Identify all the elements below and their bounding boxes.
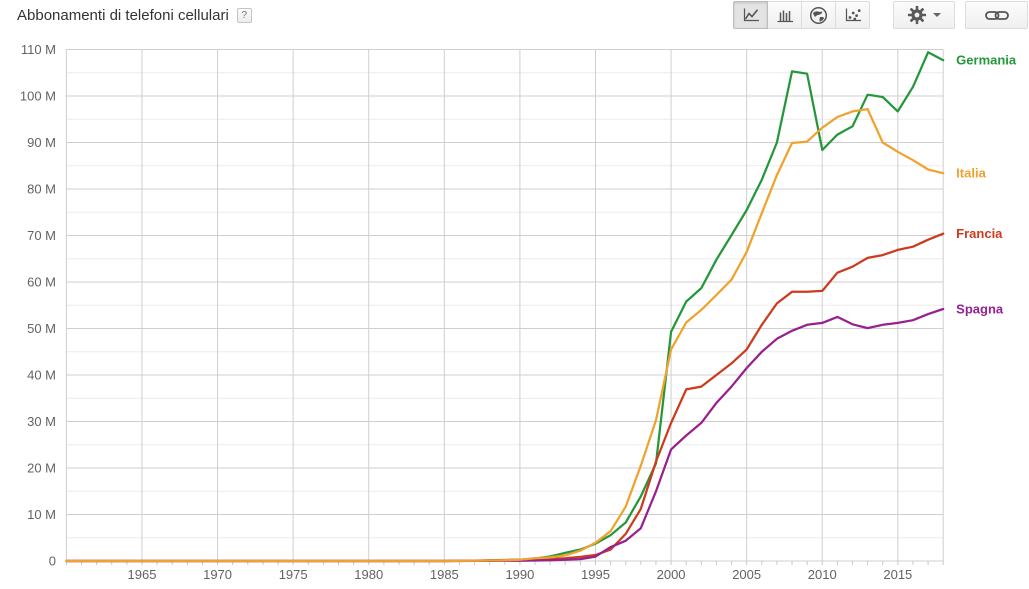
x-axis-label: 1980 xyxy=(354,567,383,582)
x-axis-label: 1985 xyxy=(430,567,459,582)
x-axis-label: 1970 xyxy=(203,567,232,582)
line-chart-button[interactable] xyxy=(733,1,768,29)
series-line-germania xyxy=(65,51,945,563)
y-axis-label: 70 M xyxy=(27,228,56,243)
y-axis-label: 10 M xyxy=(27,507,56,522)
series-line-italia xyxy=(65,107,945,563)
chart-header: Abbonamenti di telefoni cellulari ? xyxy=(17,7,252,24)
chevron-down-icon xyxy=(933,13,941,17)
share-link-button[interactable] xyxy=(965,1,1028,29)
y-axis-label: 20 M xyxy=(27,461,56,476)
series-label-italia[interactable]: Italia xyxy=(956,166,986,181)
y-axis-label: 30 M xyxy=(27,414,56,429)
x-axis-label: 2015 xyxy=(883,567,912,582)
y-axis-label: 60 M xyxy=(27,275,56,290)
y-axis-label: 80 M xyxy=(27,182,56,197)
scatter-chart-icon xyxy=(845,8,861,21)
series-label-germania[interactable]: Germania xyxy=(956,53,1017,68)
help-icon[interactable]: ? xyxy=(236,8,252,23)
series-line-francia xyxy=(65,232,945,563)
x-axis-label: 1975 xyxy=(279,567,308,582)
globe-icon xyxy=(809,6,828,24)
gear-icon xyxy=(907,5,927,25)
x-axis-label: 2010 xyxy=(808,567,837,582)
y-axis-label: 0 xyxy=(49,554,56,569)
y-axis-label: 110 M xyxy=(21,42,56,57)
chart-type-switcher xyxy=(733,1,870,29)
page-title: Abbonamenti di telefoni cellulari xyxy=(17,7,229,24)
line-chart-icon xyxy=(743,8,759,21)
bar-chart-button[interactable] xyxy=(767,1,802,29)
x-axis-label: 1995 xyxy=(581,567,610,582)
series-label-spagna[interactable]: Spagna xyxy=(956,301,1004,316)
scatter-chart-button[interactable] xyxy=(835,1,870,29)
y-axis-label: 90 M xyxy=(27,135,56,150)
y-axis-label: 40 M xyxy=(27,368,56,383)
map-chart-button[interactable] xyxy=(801,1,836,29)
toolbar xyxy=(733,1,1028,29)
x-axis-label: 2005 xyxy=(732,567,761,582)
x-axis-label: 2000 xyxy=(657,567,686,582)
y-axis-label: 50 M xyxy=(27,321,56,336)
series-label-francia[interactable]: Francia xyxy=(956,226,1003,241)
series-line-spagna xyxy=(65,307,945,563)
settings-button[interactable] xyxy=(893,1,955,29)
y-axis-label: 100 M xyxy=(20,89,56,104)
x-axis-label: 1990 xyxy=(505,567,534,582)
bar-chart-icon xyxy=(777,10,793,22)
link-icon xyxy=(984,10,1009,20)
x-axis-label: 1965 xyxy=(128,567,157,582)
